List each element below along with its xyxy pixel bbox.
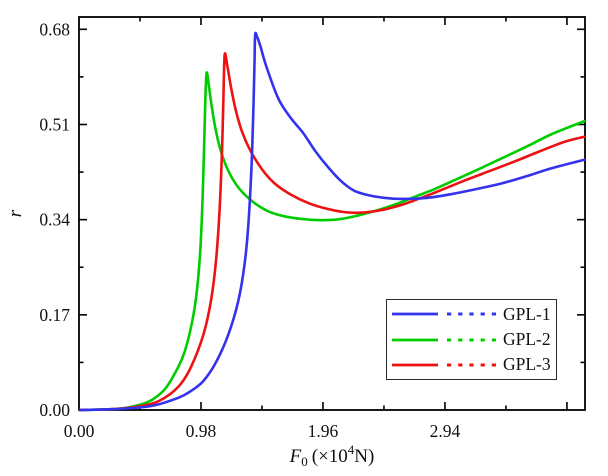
y-tick-label: 0.00 [39,400,70,420]
legend-row-gpl-3: GPL-3 [389,353,554,377]
legend-label-gpl-1: GPL-1 [503,303,551,324]
x-axis-label: F0 (×104N) [289,442,375,469]
legend-swatch-gpl-1 [392,312,499,316]
curve-gpl-1 [79,31,586,412]
y-tick-label: 0.17 [39,305,70,325]
tick-labels: 0.00 0.98 1.96 2.94 0.00 0.17 0.34 0.51 0.68 [39,19,460,441]
x-tick-label: 2.94 [430,421,461,441]
plot-frame [78,16,586,411]
y-tick-label: 0.51 [39,114,70,134]
legend-swatch-gpl-3 [392,363,499,367]
legend-row-gpl-2: GPL-2 [389,328,554,352]
x-tick-label: 0.98 [186,421,217,441]
legend-label-gpl-3: GPL-3 [503,354,551,374]
axis-ticks [79,17,585,410]
y-tick-label: 0.68 [39,19,70,39]
legend: GPL-1 GPL-2 GPL-3 [386,299,557,380]
curves [79,31,586,412]
curve-gpl-3 [79,52,586,412]
y-tick-label: 0.34 [39,210,70,230]
legend-label-gpl-2: GPL-2 [503,328,551,349]
legend-swatch-gpl-2 [392,338,499,341]
y-axis-label: r [5,209,26,217]
x-tick-label: 0.00 [64,421,95,441]
x-tick-label: 1.96 [308,421,339,441]
curve-gpl-2 [79,71,586,412]
legend-row-gpl-1: GPL-1 [389,302,554,326]
